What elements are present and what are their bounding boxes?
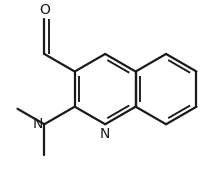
Text: N: N: [100, 127, 110, 141]
Text: O: O: [39, 3, 50, 17]
Text: N: N: [33, 117, 43, 131]
